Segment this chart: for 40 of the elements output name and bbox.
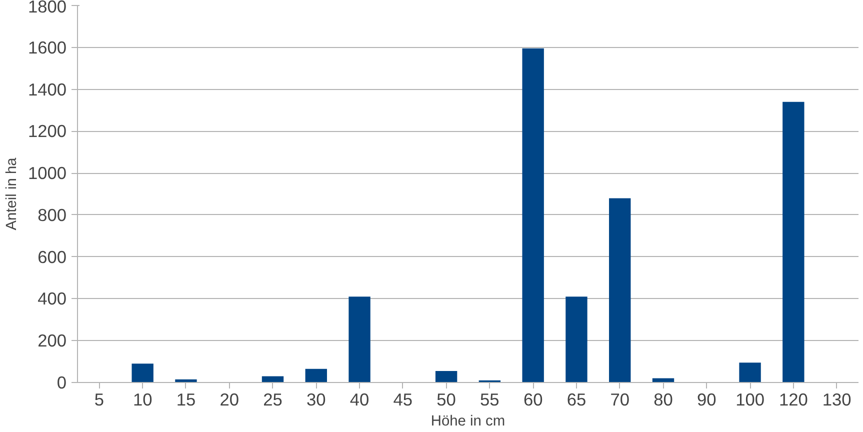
y-tick-label: 1400 (28, 79, 67, 100)
y-tick-label: 1800 (28, 0, 67, 16)
bar (305, 368, 327, 382)
bar (566, 296, 588, 382)
y-tick-label: 1000 (28, 163, 67, 184)
bar (782, 102, 804, 382)
x-tick-label: 55 (480, 390, 500, 410)
x-tick-label: 100 (736, 390, 764, 410)
x-axis-title: Höhe in cm (430, 414, 506, 430)
y-tick-label: 0 (56, 372, 67, 392)
x-tick-label: 80 (654, 390, 673, 410)
x-tick-label: 65 (566, 390, 586, 410)
x-tick-label: 70 (610, 390, 630, 410)
y-tick-label: 200 (38, 330, 67, 351)
bar (739, 362, 761, 382)
y-tick-label: 800 (38, 204, 67, 225)
x-tick-label: 50 (436, 390, 456, 410)
x-tick-label: 130 (822, 390, 852, 410)
y-tick-label: 1600 (28, 37, 67, 58)
y-tick-label: 600 (38, 246, 67, 267)
x-tick-label: 40 (350, 390, 370, 410)
bar (348, 296, 370, 382)
x-tick-label: 20 (220, 390, 240, 410)
x-tick-label: 60 (523, 390, 543, 410)
x-tick-label: 10 (132, 390, 152, 410)
bar (522, 48, 544, 382)
x-tick-label: 120 (778, 390, 808, 410)
x-tick-label: 30 (306, 390, 326, 410)
bar (262, 376, 284, 382)
x-tick-label: 25 (263, 390, 282, 410)
x-tick-label: 90 (697, 390, 716, 410)
y-axis-title: Anteil in ha (4, 156, 20, 230)
x-tick-label: 15 (176, 390, 196, 410)
y-tick-label: 400 (38, 288, 67, 309)
bar (132, 364, 154, 382)
x-tick-label: 5 (94, 390, 104, 410)
x-tick-label: 45 (393, 390, 413, 410)
bar (609, 198, 631, 382)
bar (435, 370, 458, 382)
y-tick-label: 1200 (28, 121, 67, 142)
